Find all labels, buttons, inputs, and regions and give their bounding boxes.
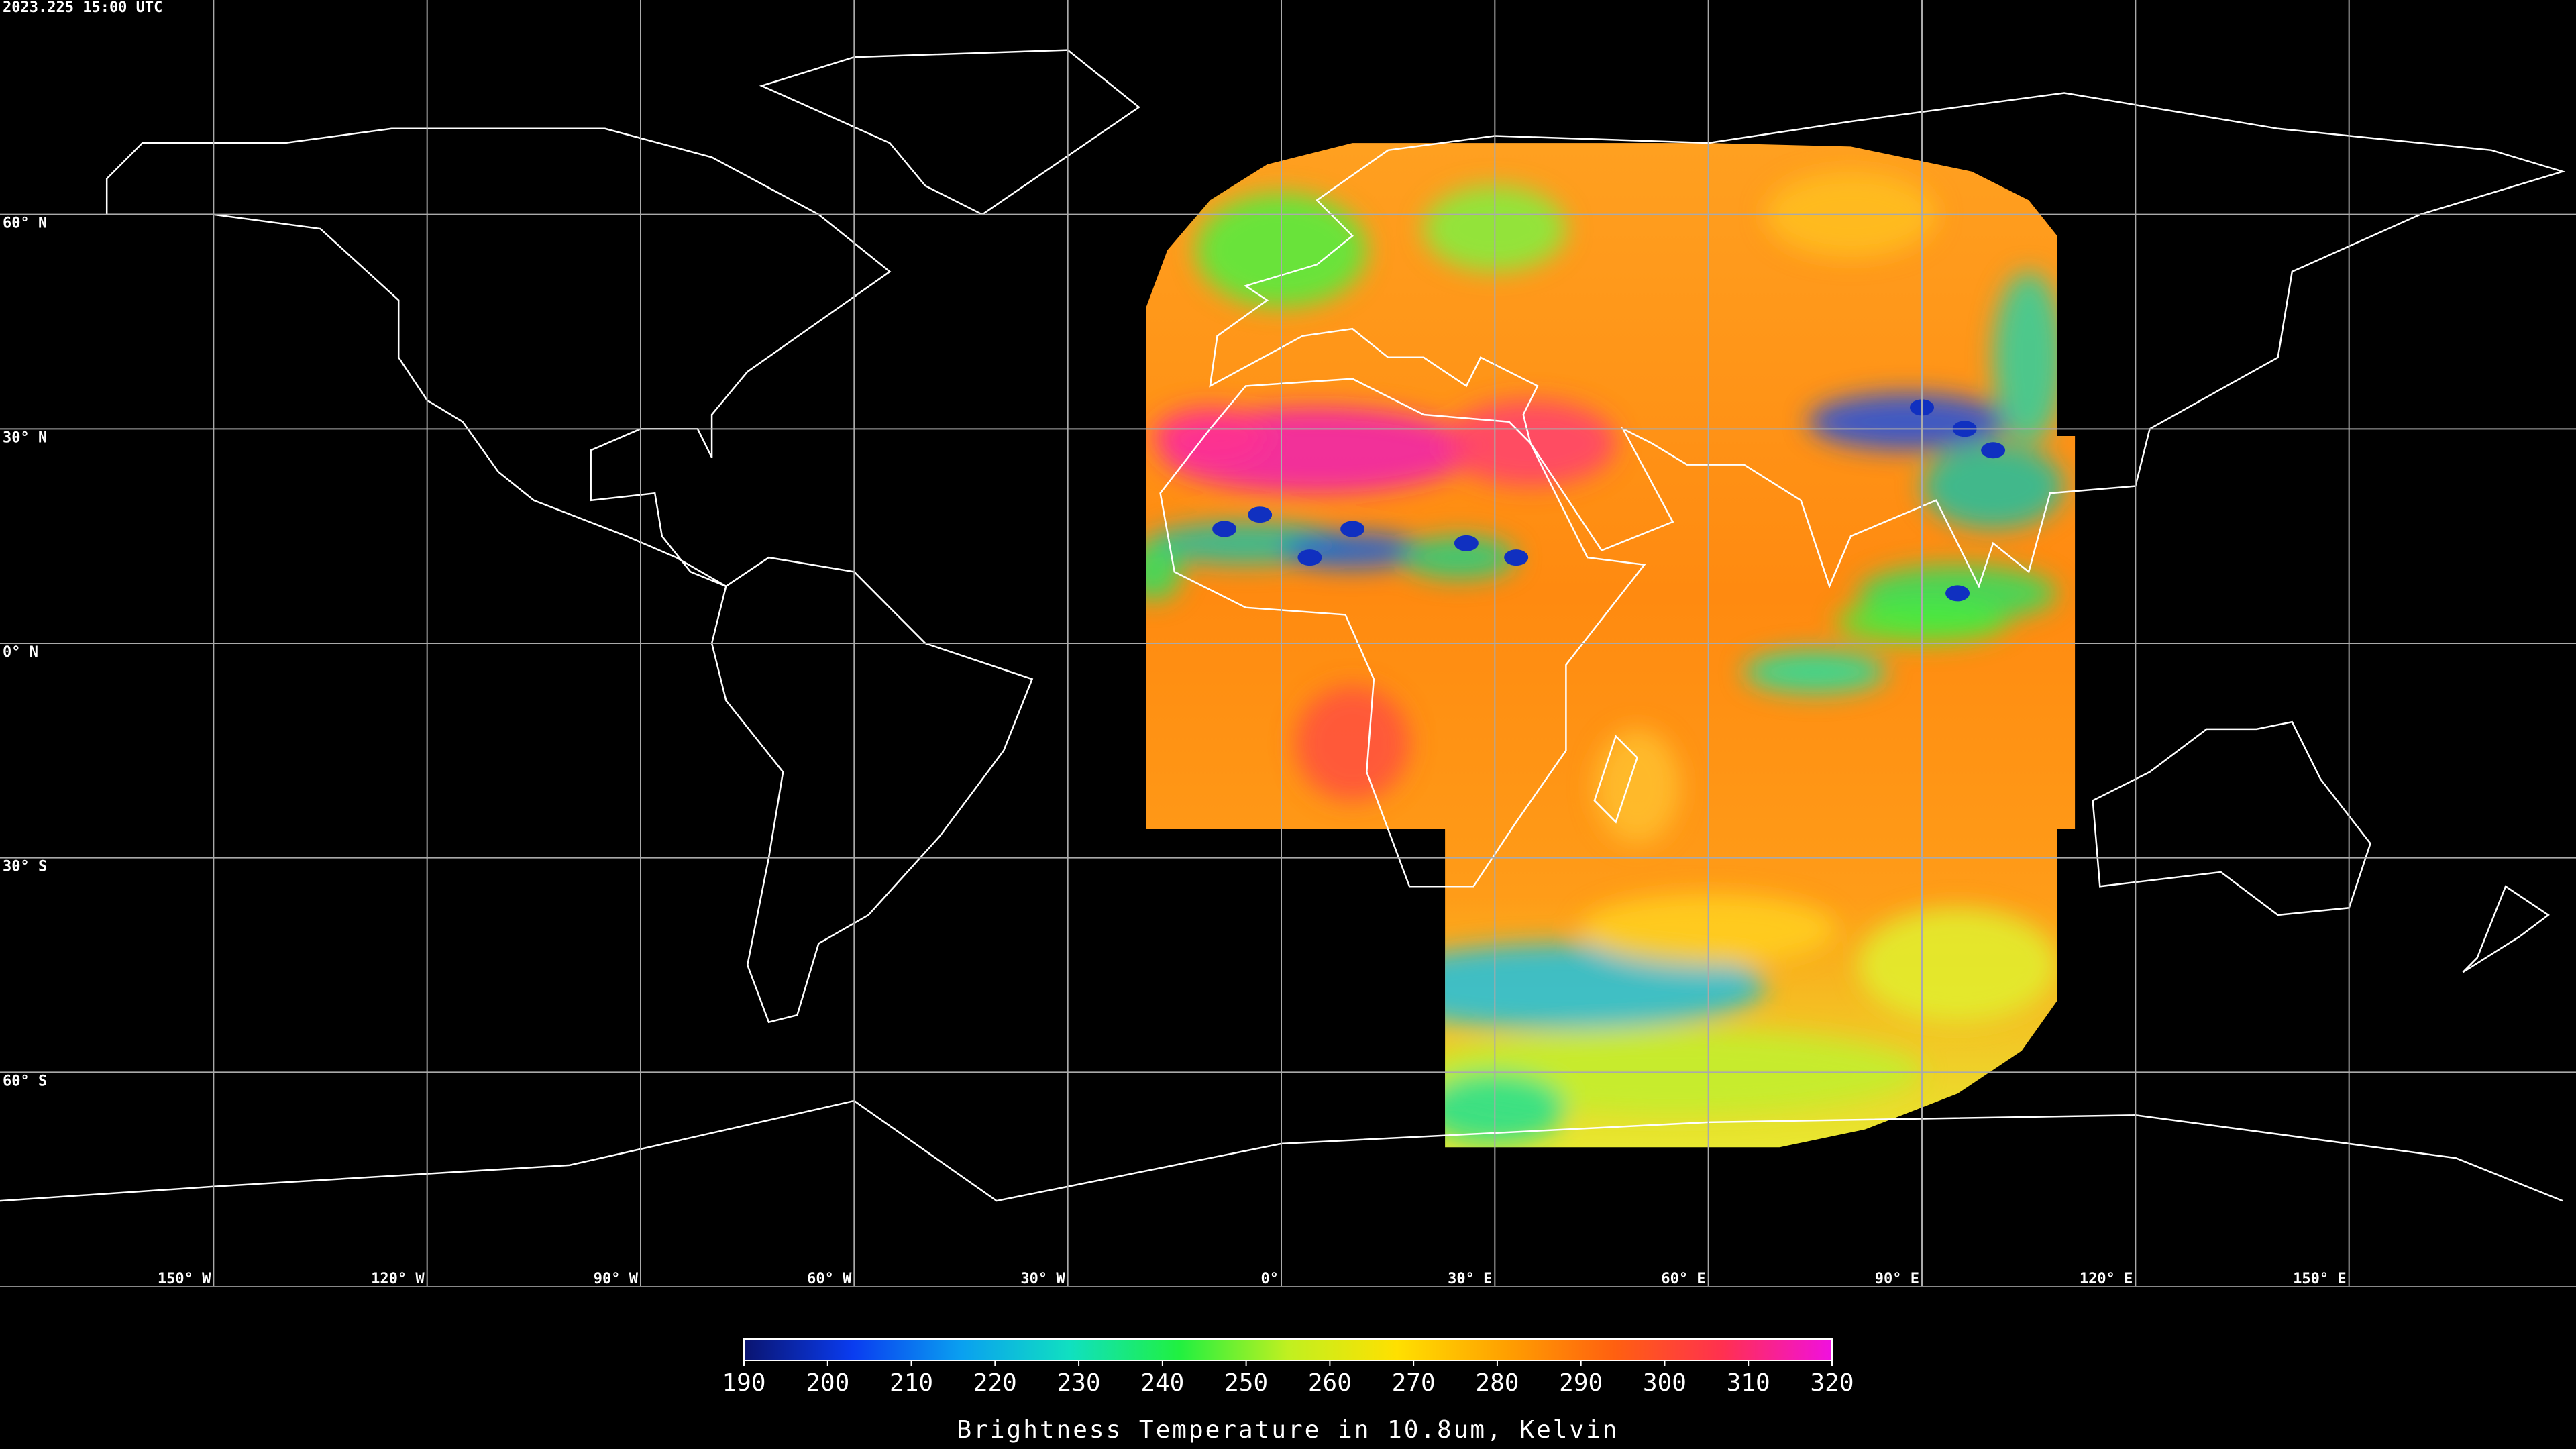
longitude-label: 30° E — [1448, 1271, 1492, 1287]
coastline — [105, 127, 892, 587]
colorbar-tick-label: 290 — [1559, 1369, 1603, 1397]
longitude-label: 30° W — [1020, 1271, 1065, 1287]
colorbar-tick-label: 220 — [973, 1369, 1017, 1397]
longitude-label: 120° W — [371, 1271, 425, 1287]
coastline — [0, 1099, 2563, 1202]
latitude-label: 30° N — [3, 429, 47, 446]
cloud — [1366, 943, 1766, 1030]
timestamp: 2023.225 15:00 UTC — [3, 0, 162, 16]
coastline — [1159, 378, 1646, 888]
colorbar-tick-label: 300 — [1643, 1369, 1686, 1397]
colorbar-tick-label: 190 — [722, 1369, 765, 1397]
cloud — [1402, 536, 1517, 580]
cloud — [1858, 908, 2057, 1022]
deep-convection — [1340, 521, 1365, 537]
colorbar-tick-label: 210 — [890, 1369, 933, 1397]
coastline — [2092, 720, 2371, 916]
deep-convection — [1212, 521, 1237, 537]
colorbar: 190 200 210 220 230 240 250 260 270 280 290 300 310 3… — [722, 1338, 1854, 1397]
deep-convection — [1297, 549, 1322, 566]
cloud — [1594, 729, 1680, 844]
deep-convection — [1945, 585, 1970, 602]
cloud — [1993, 271, 2065, 443]
longitude-label: 60° E — [1661, 1271, 1705, 1287]
coastline — [1593, 735, 1639, 824]
colorbar-tick-label: 280 — [1475, 1369, 1519, 1397]
longitude-label: 90° W — [594, 1271, 639, 1287]
cloud — [1153, 407, 1267, 465]
footprint — [1146, 143, 2076, 1148]
deep-convection — [1248, 506, 1273, 523]
deep-convection — [1454, 535, 1479, 551]
cloud — [1295, 686, 1409, 801]
latitude-label: 0° N — [3, 644, 38, 661]
coastline — [2462, 885, 2550, 973]
longitude-label: 90° E — [1875, 1271, 1919, 1287]
cloud — [1743, 650, 1886, 694]
coastline — [1209, 92, 2566, 589]
colorbar-label: Brightness Temperature in 10.8um, Kelvin — [957, 1416, 1619, 1444]
colorbar-tick-label: 250 — [1224, 1369, 1268, 1397]
coastlines — [0, 49, 2566, 1202]
cloud — [1922, 443, 2065, 529]
colorbar-tick-label: 230 — [1057, 1369, 1101, 1397]
cloud — [1146, 543, 1182, 601]
colorbar-tick-label: 320 — [1810, 1369, 1854, 1397]
deep-convection — [1504, 549, 1529, 566]
graticule: 60° N 30° N 0° N 30° S 60° S 150° W 120° W 90° … — [0, 0, 2576, 1287]
longitude-label: 150° E — [2293, 1271, 2346, 1287]
colorbar-tick-label: 200 — [806, 1369, 849, 1397]
longitude-label: 0° — [1261, 1271, 1279, 1287]
latitude-label: 60° N — [3, 215, 47, 232]
longitude-label: 60° W — [807, 1271, 852, 1287]
longitude-label: 150° W — [158, 1271, 211, 1287]
longitude-label: 120° E — [2080, 1271, 2133, 1287]
colorbar-tick-label: 310 — [1727, 1369, 1770, 1397]
colorbar-ramp — [743, 1338, 1833, 1361]
coastline — [710, 556, 1034, 1024]
colorbar-tick-label: 240 — [1140, 1369, 1184, 1397]
latitude-label: 60° S — [3, 1073, 47, 1089]
deep-convection — [1981, 442, 2006, 459]
colorbar-tick-label: 270 — [1392, 1369, 1436, 1397]
latitude-label: 30° S — [3, 859, 47, 875]
coastline — [759, 49, 1140, 216]
colorbar-tick-label: 260 — [1308, 1369, 1352, 1397]
cloud — [1808, 393, 2008, 451]
